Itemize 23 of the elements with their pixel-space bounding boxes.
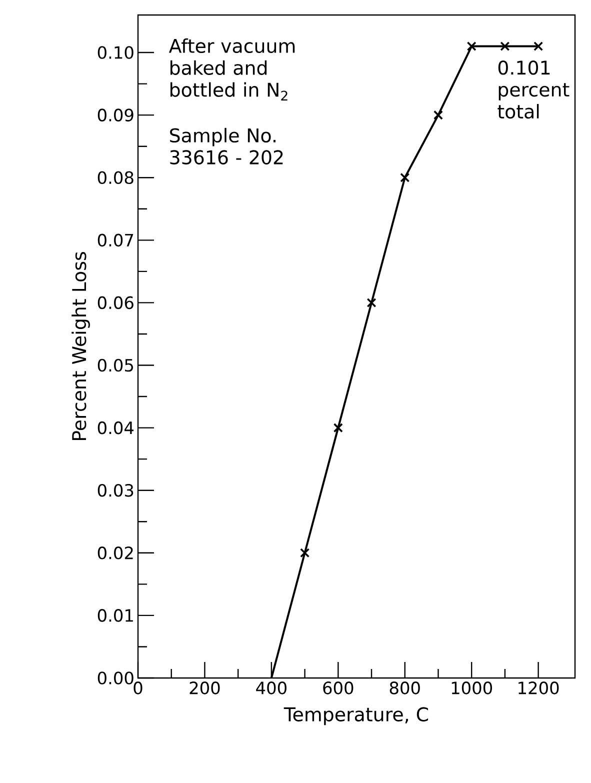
- y-tick-label: 0.10: [98, 46, 134, 59]
- x-tick-label: 800: [390, 682, 420, 694]
- y-tick-label: 0.03: [98, 484, 134, 497]
- y-axis-title: Percent Weight Loss: [72, 252, 90, 440]
- y-tick-label: 0.08: [98, 171, 134, 184]
- x-tick-label: 200: [190, 682, 220, 694]
- y-tick-label: 0.04: [98, 421, 134, 434]
- y-tick-label: 0.05: [98, 358, 133, 372]
- x-axis-title: Temperature, C: [284, 707, 428, 726]
- y-tick-label: 0.02: [98, 546, 133, 560]
- y-tick-label: 0.07: [98, 234, 134, 247]
- x-tick-label: 1200: [518, 682, 559, 694]
- annotation: After vacuum baked and bottled in N$_{2}$: [168, 38, 295, 101]
- y-tick-label: 0.06: [98, 296, 134, 310]
- x-tick-label: 400: [256, 682, 286, 694]
- x-tick-label: 600: [323, 682, 354, 694]
- annotation: 0.101 percent total: [498, 60, 570, 119]
- y-tick-label: 0.00: [98, 672, 134, 684]
- annotation: Sample No. 33616 - 202: [170, 128, 283, 164]
- y-tick-label: 0.01: [98, 609, 133, 622]
- x-tick-label: 0: [134, 682, 142, 694]
- x-tick-label: 1000: [452, 682, 492, 694]
- y-tick-label: 0.09: [98, 108, 134, 122]
